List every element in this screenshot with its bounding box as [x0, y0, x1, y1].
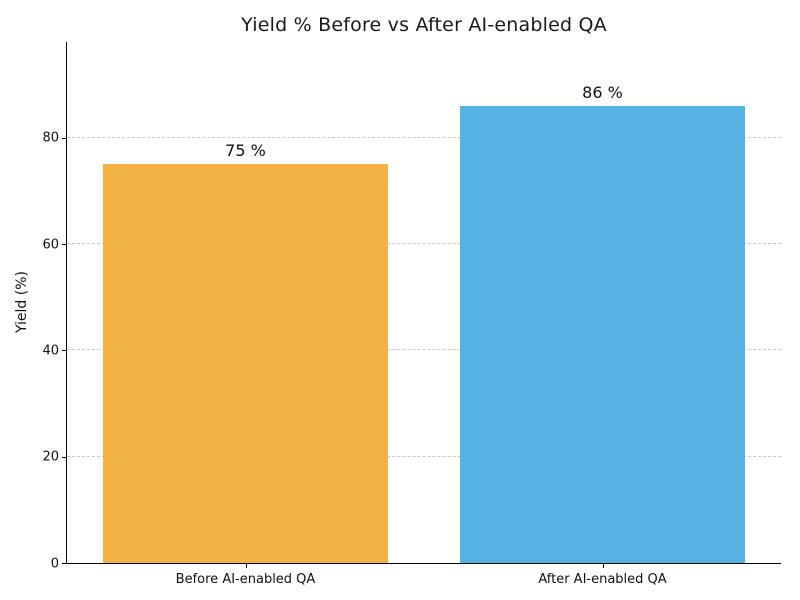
x-tick-label-1: After AI-enabled QA [538, 572, 667, 587]
y-tick-mark-20 [62, 456, 66, 458]
bar-value-label-1: 86 % [582, 82, 623, 102]
y-tick-label-0: 0 [50, 556, 59, 571]
y-tick-mark-40 [62, 350, 66, 352]
y-tick-label-60: 60 [42, 237, 59, 253]
x-axis-spine [66, 563, 781, 564]
y-axis-label: Yield (%) [14, 270, 30, 334]
gridline-y-20 [67, 455, 781, 457]
gridline-y-40 [67, 349, 781, 351]
gridline-y-80 [67, 136, 781, 138]
bar-0 [102, 164, 389, 563]
gridline-y-60 [67, 243, 781, 245]
bar-1 [459, 105, 746, 563]
y-tick-label-20: 20 [42, 449, 59, 465]
bar-value-label-0: 75 % [225, 141, 266, 161]
plot-area: 75 % 86 % [67, 42, 781, 563]
y-tick-mark-80 [62, 137, 66, 139]
x-tick-label-0: Before AI-enabled QA [175, 572, 316, 587]
x-tick-mark-0 [245, 564, 247, 568]
y-tick-label-80: 80 [42, 130, 59, 146]
chart-title: Yield % Before vs After AI-enabled QA [241, 14, 607, 36]
y-tick-mark-0 [62, 563, 66, 564]
y-tick-label-40: 40 [42, 343, 59, 359]
x-tick-mark-1 [602, 564, 604, 568]
y-tick-mark-60 [62, 244, 66, 246]
y-axis-spine [66, 42, 67, 564]
